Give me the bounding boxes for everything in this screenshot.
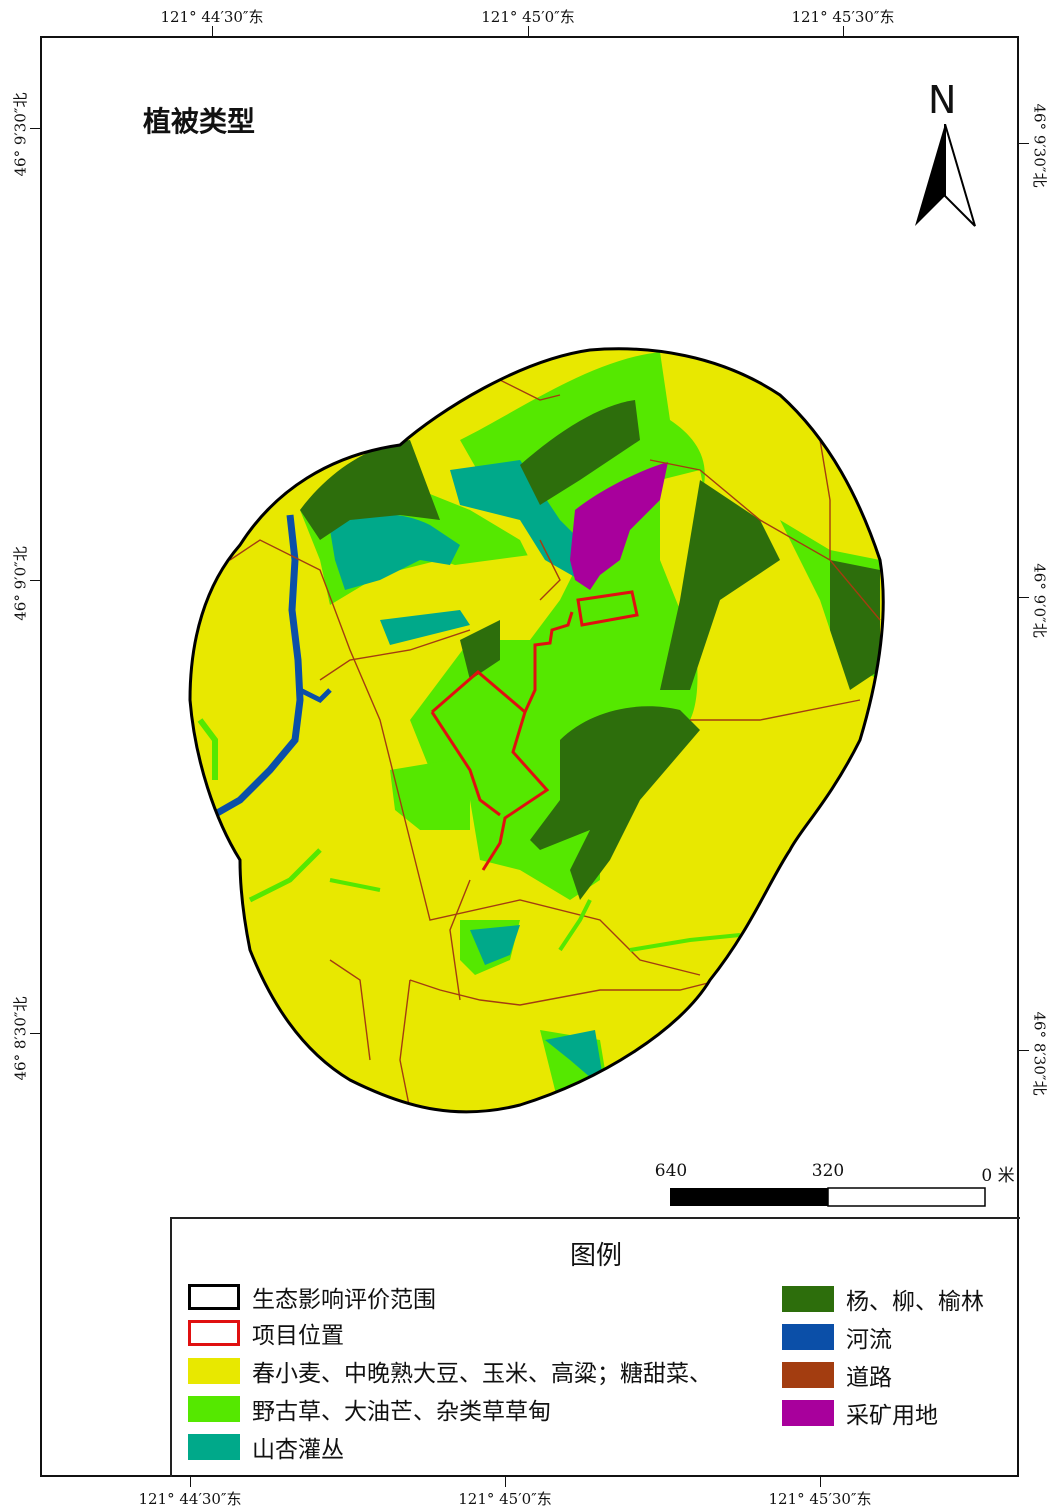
tick-right-1 <box>1019 143 1029 144</box>
legend-swatch-forest <box>782 1286 834 1312</box>
top-coord-1: 121° 44′30″东 <box>160 8 264 26</box>
legend-swatch-mining <box>782 1400 834 1426</box>
bottom-coord-2: 121° 45′0″东 <box>458 1490 552 1508</box>
road-4 <box>819 439 831 560</box>
road-8 <box>329 959 371 1061</box>
road-9 <box>399 979 411 1111</box>
cropland-field-inner-2 <box>375 565 460 635</box>
north-label: N <box>928 78 957 122</box>
mining-area <box>570 462 668 590</box>
scale-label-320: 320 <box>811 1161 845 1181</box>
map-title: 植被类型 <box>143 105 256 138</box>
tick-right-3 <box>1019 1050 1029 1051</box>
legend-item-project-location: 项目位置 <box>188 1319 344 1349</box>
road-1 <box>229 539 701 976</box>
legend-label: 野古草、大油芒、杂类草草甸 <box>252 1399 551 1425</box>
tick-top-2 <box>528 26 529 36</box>
legend-label: 道路 <box>846 1365 892 1391</box>
top-coord-3: 121° 45′30″东 <box>791 8 895 26</box>
scale-bar-white <box>827 1187 986 1207</box>
legend-label: 生态影响评价范围 <box>252 1287 436 1313</box>
shrub-patch-southeast <box>545 1030 605 1090</box>
meadow-strip-3 <box>558 899 592 952</box>
tick-left-2 <box>30 580 40 581</box>
road-5 <box>319 629 471 681</box>
shrub-patch-center <box>380 610 470 645</box>
road-3 <box>649 459 881 621</box>
legend-item-mining: 采矿用地 <box>782 1399 938 1429</box>
assessment-boundary <box>188 347 885 1114</box>
legend-item-cropland: 春小麦、中晚熟大豆、玉米、高粱；糖甜菜、 <box>188 1357 712 1387</box>
forest-patch-southcenter <box>530 706 700 900</box>
project-location-left <box>430 711 501 817</box>
legend-swatch-cropland <box>188 1358 240 1384</box>
bottom-coord-1: 121° 44′30″东 <box>138 1490 242 1508</box>
legend-swatch-shrub <box>188 1434 240 1460</box>
forest-patch-northwest <box>300 440 440 540</box>
legend-swatch-river <box>782 1324 834 1350</box>
forest-patch-east <box>660 480 780 690</box>
tick-left-1 <box>30 128 40 129</box>
legend-item-assessment-range: 生态影响评价范围 <box>188 1283 436 1313</box>
legend-title: 图例 <box>569 1241 622 1271</box>
legend-label: 春小麦、中晚熟大豆、玉米、高粱；糖甜菜、 <box>252 1361 712 1387</box>
tick-top-3 <box>843 26 844 36</box>
road-10 <box>539 539 561 601</box>
shrub-patch-south <box>470 925 520 965</box>
scale-bar-black <box>670 1188 828 1206</box>
road-11 <box>449 879 471 1001</box>
scale-label-0: 0 米 <box>981 1166 1015 1186</box>
tick-bottom-3 <box>820 1477 821 1487</box>
scale-label-640: 640 <box>654 1161 688 1181</box>
river-branch <box>298 687 332 704</box>
tick-right-2 <box>1019 597 1029 598</box>
project-location-connector <box>523 611 574 713</box>
meadow-strip-1 <box>248 848 322 903</box>
legend-label: 项目位置 <box>252 1323 344 1349</box>
legend-swatch-outline-black <box>188 1284 240 1310</box>
legend-item-meadow: 野古草、大油芒、杂类草草甸 <box>188 1395 551 1425</box>
meadow-strip-2 <box>629 933 741 952</box>
road-7 <box>409 979 721 1006</box>
forest-patch-small <box>460 620 500 680</box>
legend-item-forest: 杨、柳、榆林 <box>782 1285 984 1315</box>
project-location-rect <box>576 590 639 627</box>
bottom-coord-3: 121° 45′30″东 <box>768 1490 872 1508</box>
meadow-patch-southwest <box>390 760 470 830</box>
road-6 <box>690 699 861 721</box>
north-arrow-icon <box>915 124 976 227</box>
river-main <box>203 514 304 824</box>
legend-item-road: 道路 <box>782 1361 892 1391</box>
tick-bottom-2 <box>505 1477 506 1487</box>
shrub-patch-north <box>450 460 600 580</box>
legend-item-shrub: 山杏灌丛 <box>188 1433 344 1463</box>
legend-swatch-outline-red <box>188 1320 240 1346</box>
legend-swatch-meadow <box>188 1396 240 1422</box>
cropland-field-inner-3 <box>455 555 545 620</box>
legend-swatch-road <box>782 1362 834 1388</box>
legend-label: 山杏灌丛 <box>252 1437 344 1463</box>
shrub-patch-west <box>330 514 460 590</box>
legend-label: 杨、柳、榆林 <box>846 1289 984 1315</box>
legend: 图例 生态影响评价范围 项目位置 春小麦、中晚熟大豆、玉米、高粱；糖甜菜、 野古… <box>170 1217 1020 1477</box>
forest-patch-far-east <box>830 560 880 690</box>
forest-patch-north <box>520 400 640 505</box>
legend-label: 河流 <box>846 1327 892 1353</box>
legend-label: 采矿用地 <box>846 1403 938 1429</box>
project-location-main <box>431 670 550 871</box>
top-coord-2: 121° 45′0″东 <box>481 8 575 26</box>
meadow-strip-5 <box>197 718 218 780</box>
meadow-strip-4 <box>329 878 381 892</box>
tick-top-1 <box>212 26 213 36</box>
tick-bottom-1 <box>190 1477 191 1487</box>
tick-left-3 <box>30 1033 40 1034</box>
legend-item-river: 河流 <box>782 1323 892 1353</box>
